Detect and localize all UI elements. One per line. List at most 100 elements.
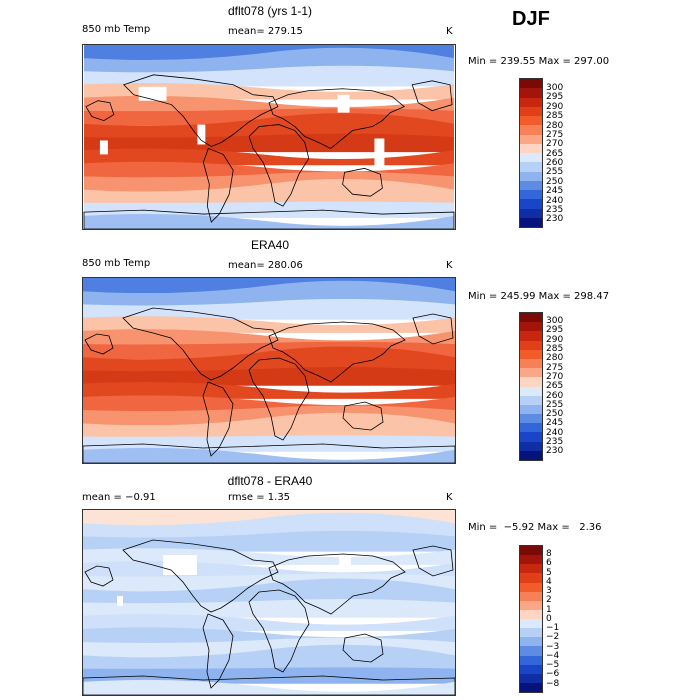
panel3-rmse: rmse = 1.35 <box>228 492 291 503</box>
colorbar-swatch <box>520 331 542 341</box>
colorbar-swatch <box>520 358 542 369</box>
colorbar-swatch <box>520 153 542 163</box>
panel2-units: K <box>446 260 453 271</box>
colorbar-tick-label: 260 <box>546 390 564 401</box>
colorbar-tick-label: 300 <box>546 83 564 93</box>
colorbar-swatch <box>520 88 542 98</box>
colorbar-swatch <box>520 377 542 387</box>
colorbar-tick-label: 240 <box>546 195 564 206</box>
colorbar-swatch <box>520 97 542 107</box>
colorbar-tick-label: 285 <box>546 343 564 354</box>
colorbar-swatch <box>520 619 542 629</box>
panel3-difference-map <box>82 509 456 696</box>
colorbar-tick-label: 290 <box>546 101 564 112</box>
colorbar-swatch <box>520 313 542 323</box>
colorbar-tick-label: −5 <box>546 660 560 670</box>
panel1-colorbar <box>519 78 543 228</box>
panel1-mean: mean= 279.15 <box>228 26 303 37</box>
colorbar-swatch <box>520 368 542 378</box>
colorbar-tick-label: 280 <box>546 120 564 131</box>
colorbar-tick-label: 230 <box>546 214 564 225</box>
colorbar-swatch <box>520 171 542 181</box>
colorbar-tick-label: −3 <box>546 641 560 652</box>
colorbar-swatch <box>520 573 542 583</box>
colorbar-swatch <box>520 655 542 665</box>
colorbar-swatch <box>520 600 542 610</box>
colorbar-tick-label: 260 <box>546 158 564 168</box>
colorbar-tick-label: 300 <box>546 316 564 326</box>
colorbar-tick-label: 4 <box>546 576 552 587</box>
panel2-colorbar <box>519 312 543 461</box>
colorbar-tick-label: 270 <box>546 139 564 150</box>
panel1-title: dflt078 (yrs 1-1) <box>227 4 313 18</box>
colorbar-swatch <box>520 143 542 153</box>
colorbar-tick-label: 295 <box>546 325 564 336</box>
colorbar-swatch <box>520 180 542 190</box>
colorbar-tick-label: 8 <box>546 549 552 559</box>
colorbar-swatch <box>520 432 542 442</box>
colorbar-swatch <box>520 79 542 89</box>
colorbar-tick-label: 1 <box>546 604 552 615</box>
colorbar-swatch <box>520 125 542 135</box>
colorbar-swatch <box>520 208 542 218</box>
colorbar-tick-label: 255 <box>546 167 564 178</box>
colorbar-tick-label: 5 <box>546 567 552 578</box>
colorbar-swatch <box>520 106 542 116</box>
colorbar-swatch <box>520 386 542 396</box>
panel3-mean: mean = −0.91 <box>82 492 156 503</box>
colorbar-swatch <box>520 609 542 619</box>
panel2-minmax: Min = 245.99 Max = 298.47 <box>468 291 610 302</box>
colorbar-tick-label: −2 <box>546 632 560 643</box>
colorbar-swatch <box>520 340 542 350</box>
panel3-minmax: Min = −5.92 Max = 2.36 <box>468 522 602 533</box>
colorbar-tick-label: 2 <box>546 595 552 606</box>
panel3-units: K <box>446 492 453 503</box>
colorbar-tick-label: −6 <box>546 669 560 680</box>
colorbar-tick-label: 235 <box>546 437 564 448</box>
panel2-variable: 850 mb Temp <box>82 258 151 269</box>
colorbar-tick-label: 245 <box>546 418 564 429</box>
colorbar-tick-label: 240 <box>546 427 564 438</box>
panel1-variable: 850 mb Temp <box>82 24 151 35</box>
colorbar-swatch <box>520 664 542 674</box>
colorbar-swatch <box>520 404 542 415</box>
colorbar-swatch <box>520 673 542 683</box>
panel1-units: K <box>446 26 453 37</box>
colorbar-tick-label: 265 <box>546 148 564 159</box>
colorbar-swatch <box>520 116 542 126</box>
colorbar-tick-label: 270 <box>546 371 564 382</box>
colorbar-swatch <box>520 450 542 460</box>
panel1-temperature-map <box>82 44 456 230</box>
colorbar-tick-label: 265 <box>546 381 564 392</box>
colorbar-swatch <box>520 682 542 692</box>
colorbar-swatch <box>520 582 542 592</box>
colorbar-swatch <box>520 637 542 647</box>
colorbar-tick-label: 230 <box>546 446 564 457</box>
colorbar-tick-label: 275 <box>546 362 564 373</box>
season-label: DJF <box>512 8 550 30</box>
panel2-title: ERA40 <box>250 238 290 252</box>
colorbar-tick-label: 295 <box>546 92 564 103</box>
colorbar-tick-label: −8 <box>546 678 560 689</box>
colorbar-tick-label: 280 <box>546 353 564 364</box>
colorbar-tick-label: 250 <box>546 409 564 420</box>
colorbar-tick-label: 255 <box>546 399 564 410</box>
colorbar-tick-label: 245 <box>546 186 564 197</box>
panel3-colorbar <box>519 545 543 693</box>
colorbar-swatch <box>520 646 542 656</box>
colorbar-swatch <box>520 564 542 574</box>
colorbar-tick-label: −4 <box>546 650 560 661</box>
colorbar-tick-label: 250 <box>546 176 564 187</box>
colorbar-swatch <box>520 134 542 144</box>
colorbar-tick-label: 275 <box>546 129 564 140</box>
colorbar-tick-label: 285 <box>546 111 564 122</box>
panel2-temperature-map <box>82 277 456 464</box>
colorbar-tick-label: 290 <box>546 334 564 345</box>
colorbar-swatch <box>520 628 542 638</box>
colorbar-swatch <box>520 217 542 227</box>
colorbar-swatch <box>520 199 542 209</box>
colorbar-swatch <box>520 349 542 359</box>
colorbar-swatch <box>520 555 542 565</box>
colorbar-swatch <box>520 162 542 172</box>
colorbar-tick-label: 235 <box>546 204 564 215</box>
